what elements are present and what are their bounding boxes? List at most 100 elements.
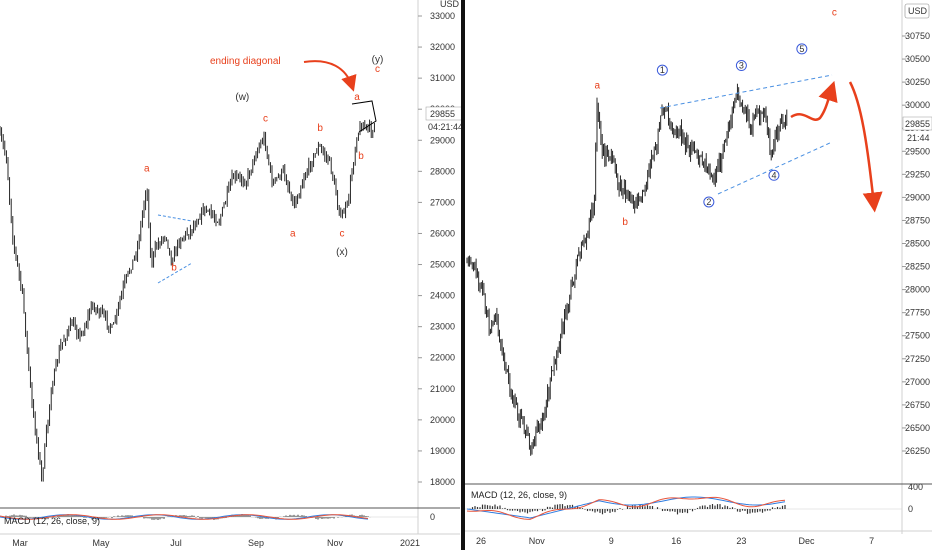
currency-badge-bg	[904, 3, 930, 19]
right-y-tick-label: 28250	[905, 262, 930, 272]
right-signal-line	[466, 496, 786, 520]
right-x-axis[interactable]: 26Nov91623Dec714	[476, 536, 932, 546]
right-y-tick-label: 30000	[905, 100, 930, 110]
circled-wave-marker	[735, 60, 747, 72]
projection-up-arrow	[790, 80, 838, 121]
right-macd-tick-label: 400	[908, 482, 923, 492]
right-y-tick-label: 29250	[905, 169, 930, 179]
currency-badge[interactable]: USD	[908, 6, 928, 16]
left-y-tick-label: 27000	[430, 197, 455, 207]
right-y-tick-label: 30750	[905, 31, 930, 41]
left-y-tick-label: 28000	[430, 166, 455, 176]
left-macd-line	[0, 514, 369, 520]
right-y-axis[interactable]: 3075030500302503000029750295002925029000…	[902, 31, 930, 456]
circled-wave-marker	[703, 196, 715, 208]
left-y-tick-label: 24000	[430, 291, 455, 301]
left-plot-area	[0, 0, 418, 550]
panel-divider[interactable]	[461, 0, 465, 550]
right-diagonal-upper	[659, 74, 833, 109]
circled-wave-label: 5	[799, 44, 804, 54]
right-y-tick-label: 29500	[905, 146, 930, 156]
right-x-tick-label: 26	[476, 536, 486, 546]
right-macd: 400 0	[465, 482, 923, 520]
right-y-tick-label: 27250	[905, 354, 930, 364]
circled-wave-label: 4	[771, 170, 776, 180]
left-wave-label: a	[144, 163, 150, 174]
left-x-tick-label: Sep	[248, 538, 264, 548]
left-wave-label: b	[317, 123, 323, 134]
right-x-tick-label: 9	[609, 536, 614, 546]
right-macd-tick-label: 0	[908, 504, 913, 514]
right-chart-panel: 30750 30500 30250 30000 2 9 7 5 0 29500 29250 29000…	[440, 0, 932, 546]
left-y-tick-label: 18000	[430, 477, 455, 487]
left-x-axis[interactable]: Mar May Jul Sep Nov 2021	[12, 538, 420, 548]
left-y-tick-label: 19000	[430, 446, 455, 456]
left-wave-label: (x)	[336, 247, 348, 258]
right-wave-label: a	[594, 81, 600, 92]
left-wave-label: c	[339, 229, 344, 240]
left-y-axis[interactable]: 3300032000310003000029000280002700026000…	[418, 11, 455, 487]
right-macd-title: MACD (12, 26, close, 9)	[471, 490, 567, 500]
right-y-tick-label: 26500	[905, 423, 930, 433]
left-y-tick-label: 26000	[430, 228, 455, 238]
left-macd-tick-label: 0	[430, 512, 435, 522]
circled-wave-label: 1	[660, 65, 665, 75]
right-y-tick-label: 30250	[905, 77, 930, 87]
right-price-badge-bg	[902, 116, 932, 131]
left-chart-panel: 3300032000310003000029000280002700026000…	[0, 0, 463, 550]
ending-diagonal-arrow	[303, 60, 357, 92]
left-x-tick-label: Jul	[170, 538, 182, 548]
right-x-tick-label: 16	[671, 536, 681, 546]
left-wave-label: b	[358, 151, 364, 162]
right-y-tick-label: 27000	[905, 377, 930, 387]
right-y-tick-label: 26750	[905, 400, 930, 410]
ending-diagonal-wedge	[351, 100, 377, 133]
left-price-badge: 29855	[430, 109, 455, 119]
left-wave-label: (w)	[235, 92, 249, 103]
right-y-tick-label: 28750	[905, 215, 930, 225]
left-wave-label: c	[263, 114, 268, 125]
right-wave-labels: a b c 1 2 3 4 5	[594, 8, 836, 228]
circled-wave-marker	[768, 169, 780, 181]
right-wave-label: c	[832, 8, 837, 19]
left-wave-label: a	[290, 229, 296, 240]
right-y-tick-label: 28500	[905, 239, 930, 249]
left-channel-upper	[157, 214, 193, 222]
left-signal-line	[0, 514, 369, 520]
left-macd: 0	[0, 512, 435, 522]
circled-wave-label: 3	[739, 61, 744, 71]
left-y-tick-label: 25000	[430, 260, 455, 270]
right-x-tick-label: Nov	[529, 536, 546, 546]
left-x-tick-label: Nov	[327, 538, 344, 548]
right-y-tick-label: 29000	[905, 192, 930, 202]
left-y-tick-label: 33000	[430, 11, 455, 21]
left-x-tick-label: May	[92, 538, 110, 548]
left-y-tick-label: 29000	[430, 135, 455, 145]
right-y-tick-label: 28000	[905, 285, 930, 295]
right-y-tick-label: 30500	[905, 54, 930, 64]
left-y-tick-label: 32000	[430, 42, 455, 52]
left-time-badge: 04:21:44	[428, 122, 463, 132]
left-wave-label: (y)	[372, 55, 384, 66]
left-y-tick-label: 21000	[430, 384, 455, 394]
right-macd-line	[466, 496, 786, 519]
left-channel-lower	[157, 262, 193, 284]
left-wave-label: b	[171, 263, 177, 274]
left-y-tick-label: 22000	[430, 353, 455, 363]
left-y-tick-label: 31000	[430, 73, 455, 83]
left-y-tick-label: 20000	[430, 415, 455, 425]
left-x-tick-label: Mar	[12, 538, 28, 548]
right-x-tick-label: Dec	[798, 536, 815, 546]
left-macd-title: MACD (12, 26, close, 9)	[4, 516, 100, 526]
left-x-tick-label: 2021	[400, 538, 420, 548]
left-wave-label: c	[375, 64, 380, 75]
circled-wave-marker	[796, 43, 808, 55]
right-time-badge: 21:44	[907, 133, 930, 143]
circled-wave-label: 2	[706, 197, 711, 207]
right-wave-label: b	[622, 217, 628, 228]
left-y-tick-label: 23000	[430, 322, 455, 332]
right-candles	[466, 83, 788, 456]
right-y-tick-label: 27750	[905, 308, 930, 318]
right-y-tick-label: 26250	[905, 446, 930, 456]
